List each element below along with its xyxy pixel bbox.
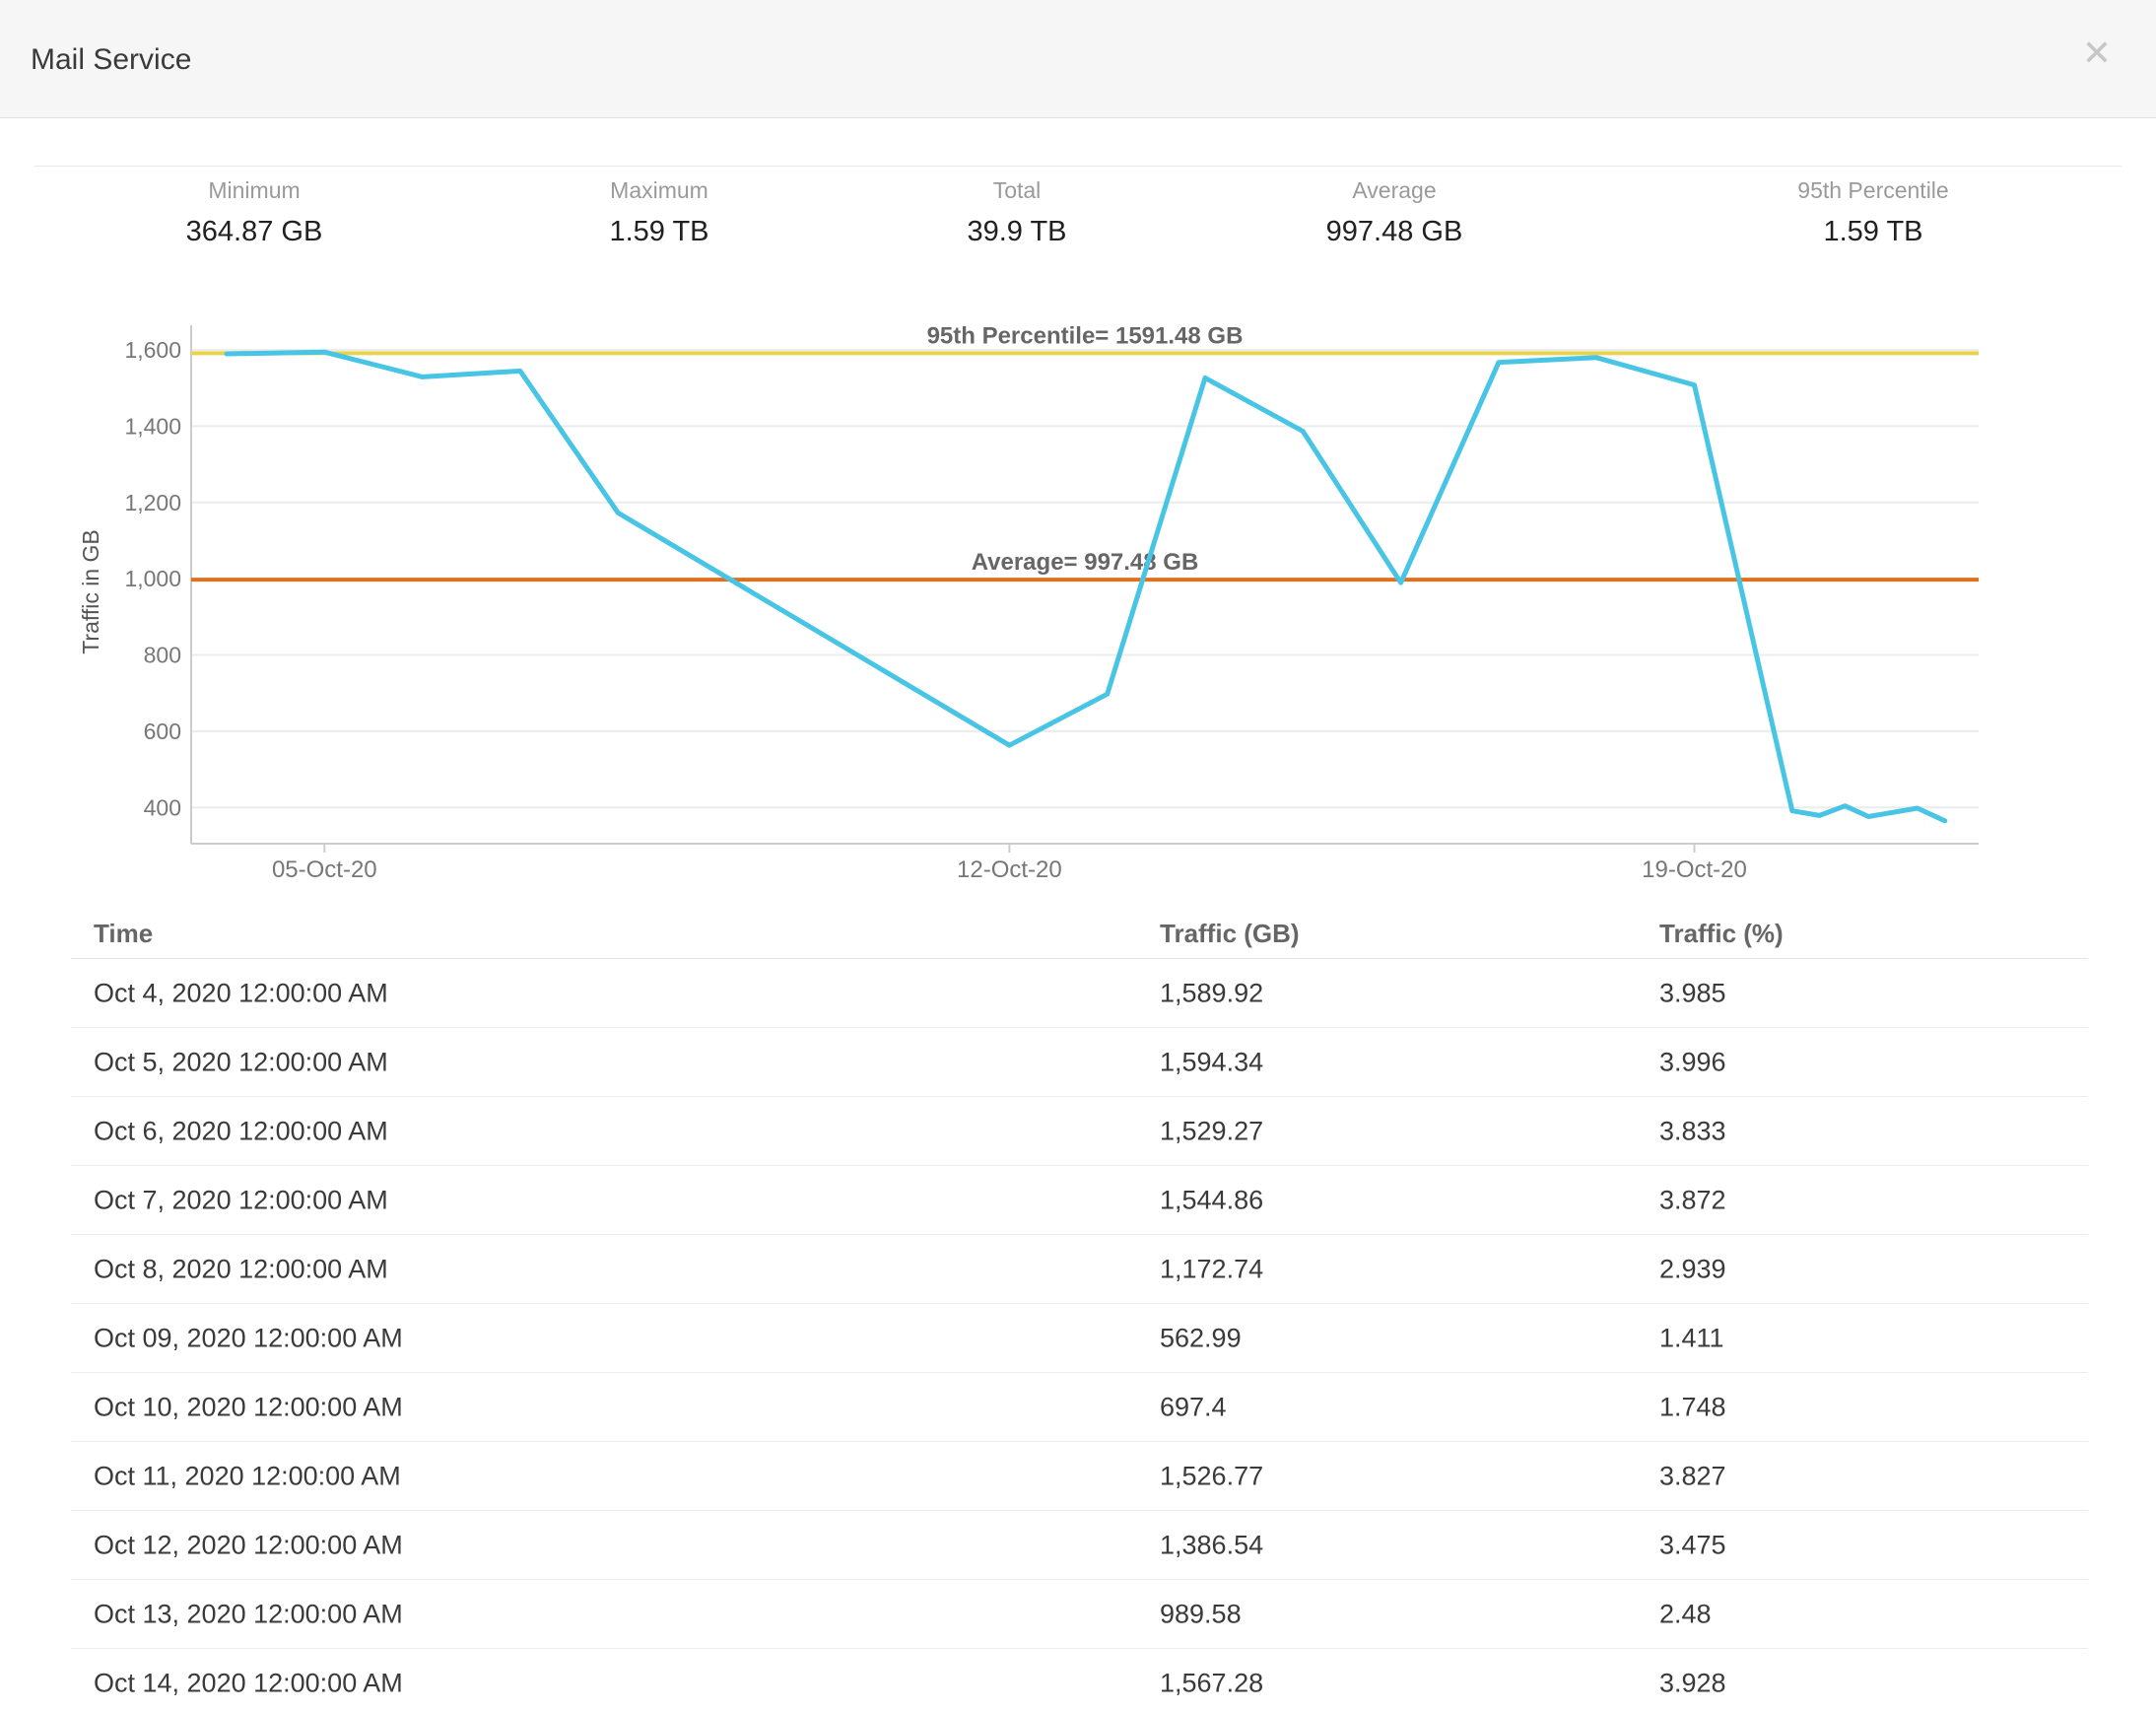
traffic-chart[interactable]: 400 600 800 1,000 1,200 1,400 1,600 05-Oct-20 12… [0,286,2156,887]
svg-text:400: 400 [144,794,181,820]
page-title: Mail Service [31,43,192,76]
stat-label: Average [1352,177,1437,203]
svg-text:05-Oct-20: 05-Oct-20 [272,856,377,883]
traffic-pct-cell: 1.748 [1659,1392,1726,1421]
traffic-pct-cell: 3.827 [1659,1461,1726,1490]
traffic-gb-cell: 1,594.34 [1160,1047,1264,1076]
stat-95th-percentile: 95th Percentile 1.59 TB [1797,177,1948,248]
column-header-traffic-pct[interactable]: Traffic (%) [1659,919,1784,948]
traffic-gb-cell: 1,567.28 [1160,1668,1264,1697]
traffic-gb-cell: 1,589.92 [1160,978,1264,1007]
traffic-line-chart-svg: 400 600 800 1,000 1,200 1,400 1,600 05-Oct-20 12… [78,322,1979,883]
stat-value: 39.9 TB [967,216,1067,247]
stat-label: Maximum [610,177,708,203]
stat-maximum: Maximum 1.59 TB [609,177,708,248]
traffic-gb-cell: 1,526.77 [1160,1461,1264,1490]
stats-divider [34,166,2122,167]
traffic-pct-cell: 2.48 [1659,1599,1712,1628]
stat-label: Minimum [208,177,301,203]
close-button[interactable]: ✕ [2073,30,2121,77]
time-cell: Oct 13, 2020 12:00:00 AM [94,1599,403,1628]
table-row[interactable]: Oct 09, 2020 12:00:00 AM 562.99 1.411 [71,1304,2088,1373]
table-row[interactable]: Oct 12, 2020 12:00:00 AM 1,386.54 3.475 [71,1511,2088,1580]
svg-text:1,400: 1,400 [124,413,181,439]
traffic-pct-cell: 3.833 [1659,1116,1726,1145]
traffic-pct-cell: 2.939 [1659,1254,1726,1283]
time-cell: Oct 5, 2020 12:00:00 AM [94,1047,388,1076]
table-row[interactable]: Oct 4, 2020 12:00:00 AM 1,589.92 3.985 [71,959,2088,1028]
table-row[interactable]: Oct 8, 2020 12:00:00 AM 1,172.74 2.939 [71,1235,2088,1304]
stat-value: 997.48 GB [1325,216,1463,247]
svg-text:19-Oct-20: 19-Oct-20 [1642,856,1747,883]
stat-minimum: Minimum 364.87 GB [186,177,323,248]
stat-label: Total [992,177,1042,203]
dialog-header: Mail Service ✕ [0,0,2156,118]
traffic-gb-cell: 989.58 [1160,1599,1242,1628]
stat-value: 1.59 TB [1823,216,1923,247]
time-cell: Oct 10, 2020 12:00:00 AM [94,1392,403,1421]
table-row[interactable]: Oct 10, 2020 12:00:00 AM 697.4 1.748 [71,1373,2088,1442]
stat-label: 95th Percentile [1797,177,1949,203]
stat-value: 364.87 GB [185,216,323,247]
svg-text:95th Percentile= 1591.48 GB: 95th Percentile= 1591.48 GB [927,322,1244,349]
svg-text:1,200: 1,200 [124,490,181,515]
stat-total: Total 39.9 TB [967,177,1066,248]
svg-text:Average= 997.48 GB: Average= 997.48 GB [972,549,1199,576]
stat-average: Average 997.48 GB [1326,177,1463,248]
traffic-gb-cell: 697.4 [1160,1392,1227,1421]
traffic-pct-cell: 1.411 [1659,1323,1724,1352]
traffic-gb-cell: 1,386.54 [1160,1530,1264,1559]
table-row[interactable]: Oct 7, 2020 12:00:00 AM 1,544.86 3.872 [71,1166,2088,1235]
table-body: Oct 4, 2020 12:00:00 AM 1,589.92 3.985 Oct … [71,959,2088,1712]
column-header-traffic-gb[interactable]: Traffic (GB) [1160,919,1300,948]
column-header-time[interactable]: Time [94,919,154,948]
time-cell: Oct 11, 2020 12:00:00 AM [94,1461,401,1490]
traffic-gb-cell: 562.99 [1160,1323,1242,1352]
time-cell: Oct 6, 2020 12:00:00 AM [94,1116,388,1145]
traffic-pct-cell: 3.872 [1659,1185,1726,1214]
table-row[interactable]: Oct 11, 2020 12:00:00 AM 1,526.77 3.827 [71,1442,2088,1511]
time-cell: Oct 8, 2020 12:00:00 AM [94,1254,388,1283]
table-row[interactable]: Oct 6, 2020 12:00:00 AM 1,529.27 3.833 [71,1097,2088,1166]
svg-text:12-Oct-20: 12-Oct-20 [957,856,1062,883]
y-axis-label: Traffic in GB [78,529,103,654]
time-cell: Oct 14, 2020 12:00:00 AM [94,1668,403,1697]
traffic-pct-cell: 3.928 [1659,1668,1726,1697]
table-header-row: Time Traffic (GB) Traffic (%) [71,907,2088,959]
table-row[interactable]: Oct 13, 2020 12:00:00 AM 989.58 2.48 [71,1580,2088,1649]
traffic-pct-cell: 3.985 [1659,978,1726,1007]
traffic-table: Time Traffic (GB) Traffic (%) Oct 4, 202… [71,907,2088,1712]
table-row[interactable]: Oct 5, 2020 12:00:00 AM 1,594.34 3.996 [71,1028,2088,1097]
traffic-gb-cell: 1,544.86 [1160,1185,1264,1214]
svg-text:600: 600 [144,719,181,744]
svg-text:800: 800 [144,643,181,668]
close-icon: ✕ [2081,33,2113,73]
traffic-pct-cell: 3.996 [1659,1047,1726,1076]
stat-value: 1.59 TB [609,216,709,247]
traffic-gb-cell: 1,172.74 [1160,1254,1264,1283]
traffic-pct-cell: 3.475 [1659,1530,1726,1559]
svg-text:1,600: 1,600 [124,337,181,363]
table-row[interactable]: Oct 14, 2020 12:00:00 AM 1,567.28 3.928 [71,1649,2088,1712]
svg-text:1,000: 1,000 [124,566,181,591]
time-cell: Oct 4, 2020 12:00:00 AM [94,978,388,1007]
time-cell: Oct 12, 2020 12:00:00 AM [94,1530,403,1559]
time-cell: Oct 7, 2020 12:00:00 AM [94,1185,388,1214]
time-cell: Oct 09, 2020 12:00:00 AM [94,1323,403,1352]
traffic-gb-cell: 1,529.27 [1160,1116,1264,1145]
